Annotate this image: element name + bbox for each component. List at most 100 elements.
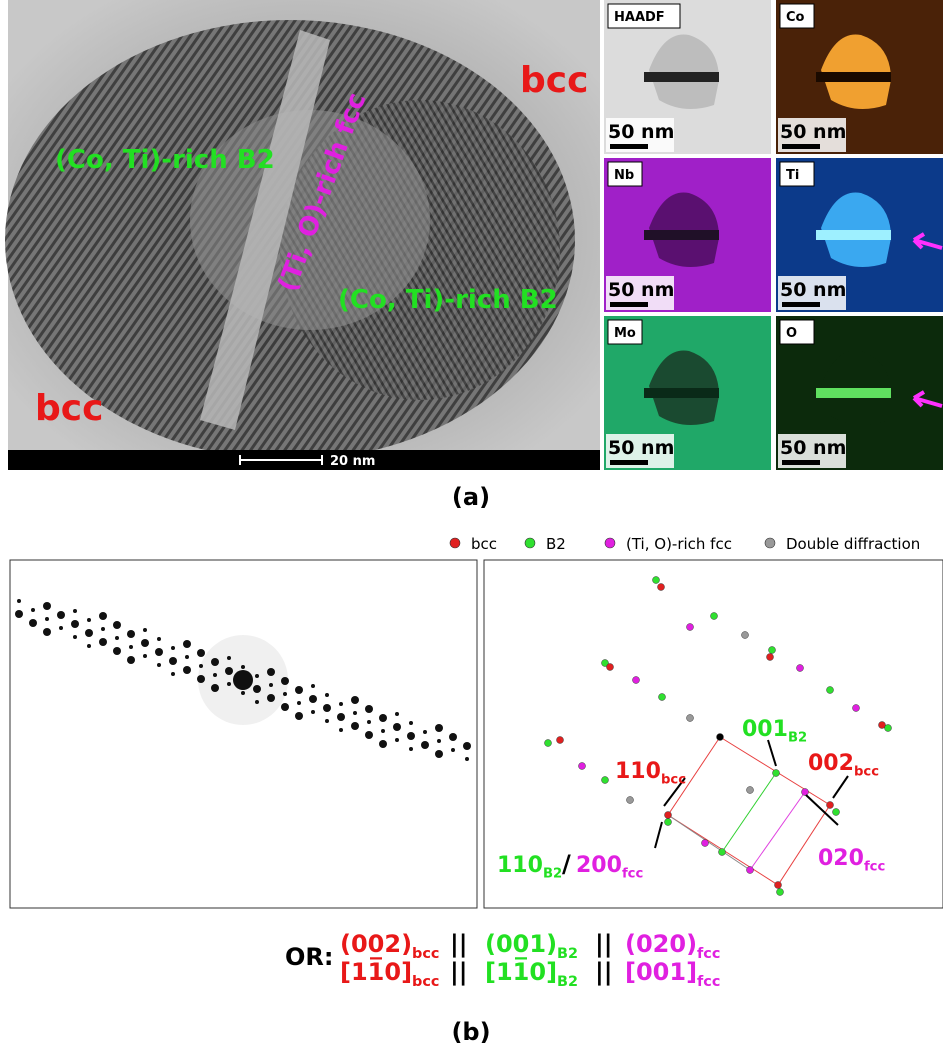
legend-swatch xyxy=(450,538,460,548)
spot xyxy=(157,663,161,667)
spot xyxy=(73,609,77,613)
phase-label: bcc xyxy=(520,60,588,101)
spot xyxy=(393,723,401,731)
spot xyxy=(17,599,21,603)
label-main: 110 xyxy=(497,853,543,878)
indexed-spot xyxy=(769,647,776,654)
indexed-spot xyxy=(702,840,709,847)
spot xyxy=(157,637,161,641)
platelet xyxy=(644,230,719,240)
spot xyxy=(85,629,93,637)
indexed-spot xyxy=(833,809,840,816)
spot xyxy=(339,702,343,706)
label-sub: fcc xyxy=(697,974,720,990)
spot xyxy=(367,720,371,724)
spot xyxy=(171,672,175,676)
label-sub: fcc xyxy=(622,867,643,882)
indexed-spot xyxy=(659,694,666,701)
spot xyxy=(351,696,359,704)
indexed-spot xyxy=(885,725,892,732)
platelet xyxy=(644,72,719,82)
spot xyxy=(127,656,135,664)
indexed-spot xyxy=(775,882,782,889)
panel-caption: (b) xyxy=(451,1018,490,1046)
label-sub: fcc xyxy=(864,860,885,875)
phase-label: (Co, Ti)-rich B2 xyxy=(338,285,558,315)
spot xyxy=(127,630,135,638)
central-glow xyxy=(198,635,288,725)
spot xyxy=(351,722,359,730)
indexed-spot xyxy=(717,734,724,741)
spot xyxy=(409,721,413,725)
label-sub: B2 xyxy=(543,867,562,882)
joiner: || xyxy=(595,930,613,958)
spot xyxy=(155,648,163,656)
spot xyxy=(15,610,23,618)
label-main: [11̅0] xyxy=(340,956,412,986)
indexed-spot xyxy=(827,802,834,809)
map-scale-label: 50 nm xyxy=(608,121,674,143)
spot xyxy=(129,645,133,649)
indexed-spot xyxy=(653,577,660,584)
indexed-spot xyxy=(742,632,749,639)
map-label: Ti xyxy=(786,168,799,183)
spot xyxy=(421,741,429,749)
indexed-spot xyxy=(602,777,609,784)
platelet xyxy=(816,230,891,240)
label-sub: bcc xyxy=(661,773,686,788)
legend-label: Double diffraction xyxy=(786,535,920,553)
legend-swatch xyxy=(765,538,775,548)
spot xyxy=(409,747,413,751)
spot xyxy=(339,728,343,732)
platelet xyxy=(816,388,891,398)
map-scale-label: 50 nm xyxy=(780,121,846,143)
legend-swatch xyxy=(605,538,615,548)
indexed-spot xyxy=(665,819,672,826)
label-main: (001) xyxy=(485,930,557,958)
phase-label: (Co, Ti)-rich B2 xyxy=(55,145,275,175)
indexed-spot xyxy=(687,624,694,631)
spot xyxy=(309,695,317,703)
indexed-spot xyxy=(747,867,754,874)
spot xyxy=(59,626,63,630)
spot xyxy=(325,719,329,723)
map-label: HAADF xyxy=(614,10,665,25)
indexed-spot xyxy=(802,789,809,796)
map-label: O xyxy=(786,326,797,341)
label-main: (020) xyxy=(625,930,697,958)
spot xyxy=(437,739,441,743)
panel-caption: (a) xyxy=(452,483,490,511)
spot xyxy=(197,649,205,657)
indexed-spot xyxy=(719,849,726,856)
indexed-spot xyxy=(767,654,774,661)
spot xyxy=(143,654,147,658)
legend: bccB2(Ti, O)-rich fccDouble diffraction xyxy=(450,535,920,553)
legend-swatch xyxy=(525,538,535,548)
eds-maps: HAADF50 nmCo50 nmNb50 nmTi50 nmMo50 nmO5… xyxy=(604,0,943,470)
indexed-spot xyxy=(853,705,860,712)
spot xyxy=(169,657,177,665)
indexed-spot xyxy=(545,740,552,747)
spot xyxy=(337,713,345,721)
spot xyxy=(365,705,373,713)
indexed-spot xyxy=(777,889,784,896)
spot xyxy=(423,730,427,734)
spot xyxy=(171,646,175,650)
spot xyxy=(87,644,91,648)
spot xyxy=(57,611,65,619)
indexed-spot xyxy=(797,665,804,672)
spot xyxy=(451,748,455,752)
indexed-spot xyxy=(658,584,665,591)
spot xyxy=(449,733,457,741)
indexed-spot xyxy=(665,812,672,819)
spot xyxy=(395,712,399,716)
label-sub: fcc xyxy=(697,946,720,962)
diffraction-pattern xyxy=(10,560,477,908)
indexed-spot xyxy=(633,677,640,684)
spot xyxy=(295,712,303,720)
map-scale-label: 50 nm xyxy=(608,279,674,301)
spot xyxy=(143,628,147,632)
scale-bar xyxy=(782,144,820,149)
spot xyxy=(99,638,107,646)
joiner: || xyxy=(450,958,468,986)
